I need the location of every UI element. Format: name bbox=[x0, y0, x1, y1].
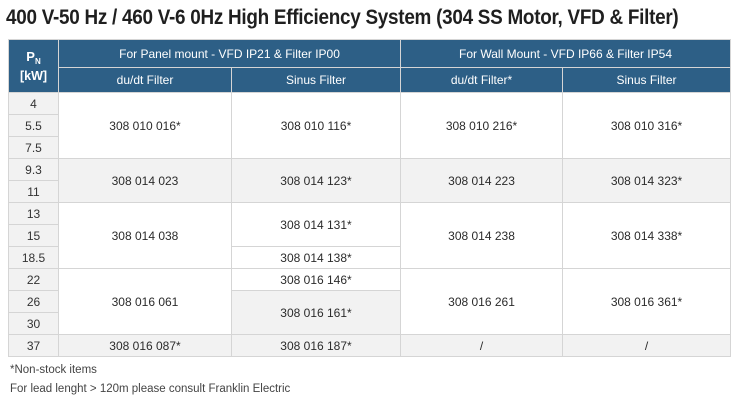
wall-dudt-code: / bbox=[400, 334, 564, 357]
wall-dudt-code: 308 014 223 bbox=[400, 158, 564, 203]
wall-dudt-code: 308 016 261 bbox=[400, 268, 564, 335]
kw-cell: 13 bbox=[8, 202, 59, 225]
kw-cell: 22 bbox=[8, 268, 59, 291]
spec-table: PN [kW] For Panel mount - VFD IP21 & Fil… bbox=[8, 39, 732, 357]
col-header-wall-dudt: du/dt Filter* bbox=[400, 67, 564, 93]
panel-sinus-code: 308 014 131* bbox=[230, 202, 402, 247]
kw-cell: 11 bbox=[8, 180, 59, 203]
wall-sinus-code: 308 014 338* bbox=[562, 202, 732, 269]
panel-sinus-code: 308 016 187* bbox=[230, 334, 402, 357]
kw-cell: 26 bbox=[8, 290, 59, 313]
col-header-panel-dudt: du/dt Filter bbox=[58, 67, 232, 93]
wall-sinus-code: / bbox=[562, 334, 732, 357]
pn-header: PN [kW] bbox=[8, 39, 59, 93]
kw-cell: 5.5 bbox=[8, 114, 59, 137]
kw-cell: 9.3 bbox=[8, 158, 59, 181]
panel-sinus-code: 308 016 146* bbox=[230, 268, 402, 291]
panel-sinus-code: 308 016 161* bbox=[230, 290, 402, 335]
wall-sinus-code: 308 016 361* bbox=[562, 268, 732, 335]
footnotes: *Non-stock items For lead lenght > 120m … bbox=[10, 361, 290, 399]
panel-sinus-code: 308 014 138* bbox=[230, 246, 402, 269]
wall-dudt-code: 308 014 238 bbox=[400, 202, 564, 269]
kw-cell: 7.5 bbox=[8, 136, 59, 159]
pn-symbol: P bbox=[26, 48, 35, 64]
kw-cell: 30 bbox=[8, 312, 59, 335]
panel-dudt-code: 308 014 038 bbox=[58, 202, 232, 269]
kw-cell: 15 bbox=[8, 224, 59, 247]
wall-sinus-code: 308 010 316* bbox=[562, 92, 732, 159]
group-header-wall-mount: For Wall Mount - VFD IP66 & Filter IP54 bbox=[400, 39, 732, 68]
page-title: 400 V-50 Hz / 460 V-6 0Hz High Efficienc… bbox=[6, 6, 679, 29]
kw-cell: 37 bbox=[8, 334, 59, 357]
panel-dudt-code: 308 016 087* bbox=[58, 334, 232, 357]
kw-cell: 4 bbox=[8, 92, 59, 115]
wall-dudt-code: 308 010 216* bbox=[400, 92, 564, 159]
panel-dudt-code: 308 016 061 bbox=[58, 268, 232, 335]
col-header-wall-sinus: Sinus Filter bbox=[562, 67, 732, 93]
panel-sinus-code: 308 014 123* bbox=[230, 158, 402, 203]
kw-cell: 18.5 bbox=[8, 246, 59, 269]
pn-subscript: N bbox=[34, 56, 41, 66]
footnote-non-stock: *Non-stock items bbox=[10, 364, 97, 376]
footnote-lead-length: For lead lenght > 120m please consult Fr… bbox=[10, 383, 291, 395]
col-header-panel-sinus: Sinus Filter bbox=[230, 67, 402, 93]
wall-sinus-code: 308 014 323* bbox=[562, 158, 732, 203]
panel-dudt-code: 308 014 023 bbox=[58, 158, 232, 203]
group-header-panel-mount: For Panel mount - VFD IP21 & Filter IP00 bbox=[57, 39, 402, 68]
pn-unit: [kW] bbox=[19, 68, 48, 83]
panel-sinus-code: 308 010 116* bbox=[230, 92, 402, 159]
panel-dudt-code: 308 010 016* bbox=[58, 92, 232, 159]
